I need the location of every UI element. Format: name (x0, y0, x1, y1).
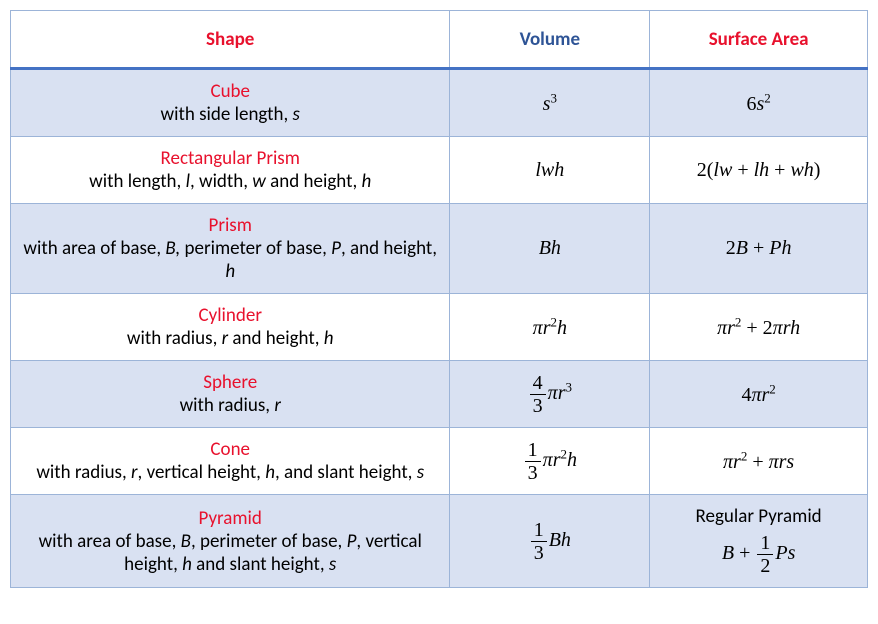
shape-name: Sphere (19, 371, 441, 394)
surface-area-cell: πr2 + 2πrh (650, 294, 868, 361)
surface-area-label: Regular Pyramid (658, 505, 859, 528)
table-body: Cubewith side length, s s3 6s2 Rectangular … (11, 69, 868, 588)
shape-name: Rectangular Prism (19, 147, 441, 170)
surface-area-cell: Regular Pyramid B + 12Ps (650, 495, 868, 588)
shape-cell: Prismwith area of base, B, perimeter of … (11, 204, 450, 294)
table-row: Rectangular Prismwith length, l, width, … (11, 137, 868, 204)
table-row: Conewith radius, r, vertical height, h, … (11, 428, 868, 495)
table-row: Spherewith radius, r 43πr3 4πr2 (11, 361, 868, 428)
shape-description: with area of base, B, perimeter of base,… (19, 530, 441, 576)
header-shape: Shape (11, 11, 450, 69)
shape-description: with radius, r and height, h (19, 327, 441, 350)
shape-name: Cube (19, 80, 441, 103)
surface-area-formula: 6s2 (746, 93, 770, 115)
surface-area-formula: πr2 + πrs (723, 451, 794, 473)
shape-description: with side length, s (19, 103, 441, 126)
volume-cell: Bh (450, 204, 650, 294)
shape-description: with radius, r (19, 394, 441, 417)
shape-description: with radius, r, vertical height, h, and … (19, 461, 441, 484)
formula-table: Shape Volume Surface Area Cubewith side … (10, 10, 868, 588)
shape-cell: Rectangular Prismwith length, l, width, … (11, 137, 450, 204)
volume-cell: s3 (450, 69, 650, 137)
shape-name: Prism (19, 214, 441, 237)
shape-name: Cone (19, 438, 441, 461)
table-row: Pyramidwith area of base, B, perimeter o… (11, 495, 868, 588)
volume-formula: πr2h (533, 317, 567, 339)
shape-cell: Cylinderwith radius, r and height, h (11, 294, 450, 361)
shape-name: Pyramid (19, 507, 441, 530)
header-volume: Volume (450, 11, 650, 69)
table-row: Cylinderwith radius, r and height, h πr2h… (11, 294, 868, 361)
volume-cell: πr2h (450, 294, 650, 361)
surface-area-formula: 2B + Ph (726, 237, 792, 259)
surface-area-formula: B + 12Ps (722, 542, 796, 564)
volume-cell: 13πr2h (450, 428, 650, 495)
shape-name: Cylinder (19, 304, 441, 327)
surface-area-cell: 2(lw + lh + wh) (650, 137, 868, 204)
surface-area-cell: 6s2 (650, 69, 868, 137)
header-surface-area: Surface Area (650, 11, 868, 69)
volume-cell: lwh (450, 137, 650, 204)
volume-formula: lwh (535, 159, 564, 181)
surface-area-cell: πr2 + πrs (650, 428, 868, 495)
volume-formula: 43πr3 (528, 382, 572, 404)
header-row: Shape Volume Surface Area (11, 11, 868, 69)
volume-formula: 13πr2h (523, 449, 577, 471)
volume-cell: 13Bh (450, 495, 650, 588)
surface-area-cell: 2B + Ph (650, 204, 868, 294)
volume-cell: 43πr3 (450, 361, 650, 428)
volume-formula: s3 (543, 93, 557, 115)
shape-description: with area of base, B, perimeter of base,… (19, 237, 441, 283)
shape-description: with length, l, width, w and height, h (19, 170, 441, 193)
surface-area-cell: 4πr2 (650, 361, 868, 428)
volume-formula: Bh (539, 237, 561, 259)
table-row: Prismwith area of base, B, perimeter of … (11, 204, 868, 294)
surface-area-formula: πr2 + 2πrh (717, 317, 800, 339)
shape-cell: Pyramidwith area of base, B, perimeter o… (11, 495, 450, 588)
surface-area-formula: 4πr2 (741, 384, 775, 406)
shape-cell: Spherewith radius, r (11, 361, 450, 428)
volume-formula: 13Bh (529, 529, 571, 551)
shape-cell: Conewith radius, r, vertical height, h, … (11, 428, 450, 495)
surface-area-formula: 2(lw + lh + wh) (697, 159, 821, 181)
table-row: Cubewith side length, s s3 6s2 (11, 69, 868, 137)
shape-cell: Cubewith side length, s (11, 69, 450, 137)
